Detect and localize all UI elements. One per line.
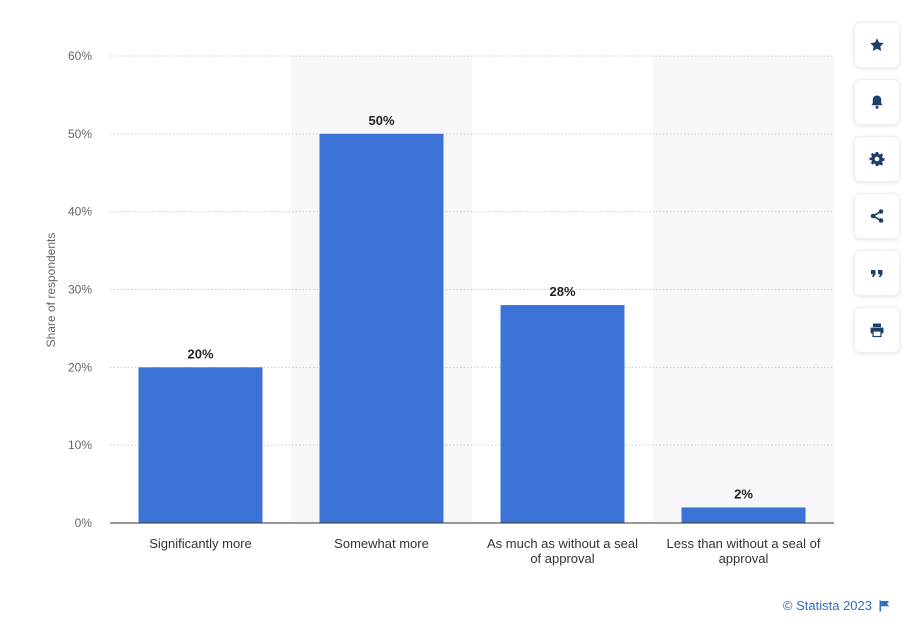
print-icon — [870, 323, 884, 338]
star-icon — [870, 38, 884, 51]
cite-button[interactable] — [854, 250, 900, 296]
y-tick-label: 0% — [75, 516, 93, 530]
x-tick-label: of approval — [530, 551, 594, 566]
notification-button[interactable] — [854, 79, 900, 125]
gridlines — [110, 55, 834, 446]
quote-icon — [871, 270, 883, 277]
y-tick-label: 40% — [68, 205, 92, 219]
statista-credit[interactable]: © Statista 2023 — [783, 598, 890, 613]
x-tick-label: Somewhat more — [334, 536, 429, 551]
settings-button[interactable] — [854, 136, 900, 182]
share-button[interactable] — [854, 193, 900, 239]
y-axis-title: Share of respondents — [44, 233, 58, 348]
y-tick-label: 30% — [68, 283, 92, 297]
flag-icon — [879, 600, 890, 611]
x-tick-label: Less than without a seal of — [667, 536, 821, 551]
share-icon — [870, 209, 884, 223]
value-labels: 20% 50% 28% 2% — [187, 113, 753, 502]
bar[interactable] — [138, 367, 263, 523]
x-axis-categories: Significantly more Somewhat more As much a… — [149, 536, 821, 566]
value-label: 20% — [187, 346, 213, 361]
bell-icon — [871, 95, 883, 109]
value-label: 28% — [549, 284, 575, 299]
x-tick-label: approval — [719, 551, 769, 566]
bar[interactable] — [681, 507, 806, 523]
gear-icon — [869, 152, 885, 166]
x-tick-label: Significantly more — [149, 536, 252, 551]
favorite-button[interactable] — [854, 22, 900, 68]
value-label: 50% — [368, 113, 394, 128]
print-button[interactable] — [854, 307, 900, 353]
y-tick-label: 20% — [68, 360, 92, 374]
y-tick-label: 50% — [68, 127, 92, 141]
bar[interactable] — [319, 133, 444, 524]
x-tick-label: As much as without a seal — [487, 536, 638, 551]
value-label: 2% — [734, 486, 753, 501]
y-tick-label: 10% — [68, 438, 92, 452]
bar[interactable] — [500, 305, 625, 523]
chart-toolbar — [854, 22, 902, 364]
bars — [138, 133, 806, 524]
y-tick-label: 60% — [68, 49, 92, 63]
y-axis-ticks: 0% 10% 20% 30% 40% 50% 60% — [68, 49, 92, 530]
credit-text: © Statista 2023 — [782, 598, 872, 613]
